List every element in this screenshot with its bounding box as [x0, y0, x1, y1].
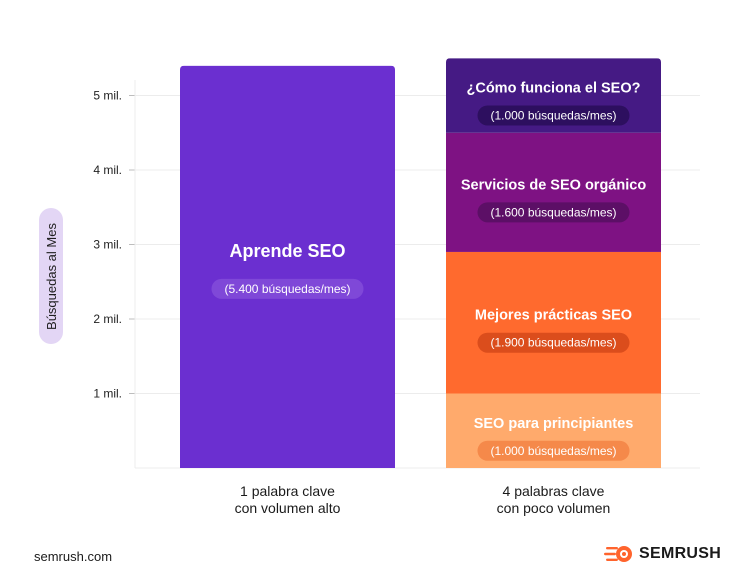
y-tick-label: 2 mil.: [93, 312, 122, 326]
bar-segment: [446, 251, 661, 394]
volume-badge-text: (5.400 búsquedas/mes): [224, 282, 350, 296]
brand-name: SEMRUSH: [639, 545, 722, 562]
y-tick-label: 4 mil.: [93, 163, 122, 177]
x-category-label: con volumen alto: [235, 500, 341, 516]
bar-segment: [446, 132, 661, 252]
x-category-label: con poco volumen: [497, 500, 611, 516]
volume-badge: [477, 440, 630, 461]
bar-segment: [180, 65, 395, 468]
volume-badge-text: (1.600 búsquedas/mes): [490, 205, 616, 219]
volume-badge: [477, 332, 630, 353]
volume-badge: [477, 202, 630, 223]
bar-segment-label: Mejores prácticas SEO: [475, 308, 632, 324]
source-text: semrush.com: [34, 549, 113, 564]
semrush-flame-icon: [604, 546, 632, 562]
y-tick-label: 5 mil.: [93, 89, 122, 103]
x-category-label: 4 palabras clave: [503, 483, 605, 499]
volume-badge: [211, 278, 364, 299]
volume-badge-text: (1.900 búsquedas/mes): [490, 336, 616, 350]
x-category-label: 1 palabra clave: [240, 483, 335, 499]
y-tick-label: 1 mil.: [93, 387, 122, 401]
bar-segment-label: Servicios de SEO orgánico: [461, 177, 646, 193]
y-tick-label: 3 mil.: [93, 238, 122, 252]
bar-segment-label: Aprende SEO: [229, 241, 345, 261]
y-axis-label-badge: Búsquedas al Mes: [39, 208, 63, 344]
bar-segment-label: ¿Cómo funciona el SEO?: [466, 81, 640, 97]
volume-badge-text: (1.000 búsquedas/mes): [490, 444, 616, 458]
bar-segment-label: SEO para principiantes: [474, 416, 634, 432]
volume-badge: [477, 105, 630, 126]
y-axis-label: Búsquedas al Mes: [43, 222, 59, 330]
semrush-logo: SEMRUSH: [604, 544, 721, 564]
volume-badge-text: (1.000 búsquedas/mes): [490, 109, 616, 123]
